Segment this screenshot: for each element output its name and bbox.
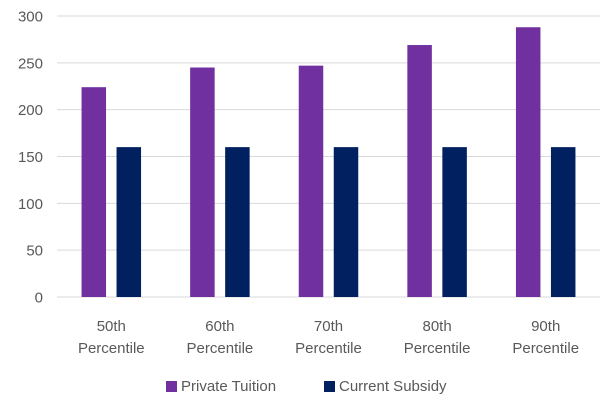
y-tick-label: 150 xyxy=(18,149,43,166)
y-axis-ticks: 0 50 100 150 200 250 300 xyxy=(18,9,43,307)
bar-private-tuition xyxy=(298,65,324,297)
x-tick-label: Percentile xyxy=(512,340,579,357)
y-tick-label: 300 xyxy=(18,9,43,26)
bar-private-tuition xyxy=(190,67,215,298)
y-tick-label: 100 xyxy=(18,196,43,213)
bar-private-tuition xyxy=(81,87,107,297)
bar-current-subsidy xyxy=(333,147,359,297)
bar-private-tuition xyxy=(407,45,432,297)
legend: Private Tuition Current Subsidy xyxy=(166,378,447,395)
y-tick-label: 0 xyxy=(35,290,43,307)
legend-swatch xyxy=(166,381,177,392)
bar-current-subsidy xyxy=(550,147,576,297)
bar-current-subsidy xyxy=(116,147,142,297)
x-tick-label: 90th xyxy=(531,318,560,335)
legend-label: Private Tuition xyxy=(181,378,276,395)
gridlines xyxy=(57,15,600,298)
x-tick-label: 70th xyxy=(314,318,343,335)
bars xyxy=(81,27,576,298)
x-tick-label: Percentile xyxy=(404,340,471,357)
x-tick-label: Percentile xyxy=(78,340,145,357)
x-tick-label: Percentile xyxy=(295,340,362,357)
x-tick-label: Percentile xyxy=(187,340,254,357)
x-tick-label: 60th xyxy=(205,318,234,335)
y-tick-label: 50 xyxy=(26,243,43,260)
x-axis-ticks: 50th Percentile 60th Percentile 70th Percenti… xyxy=(78,318,579,357)
y-tick-label: 250 xyxy=(18,55,43,72)
y-tick-label: 200 xyxy=(18,102,43,119)
legend-swatch xyxy=(324,381,335,392)
x-tick-label: 80th xyxy=(422,318,451,335)
bar-current-subsidy xyxy=(442,147,467,297)
x-tick-label: 50th xyxy=(97,318,126,335)
bar-private-tuition xyxy=(515,27,541,298)
bar-current-subsidy xyxy=(225,147,250,297)
legend-label: Current Subsidy xyxy=(339,378,447,395)
